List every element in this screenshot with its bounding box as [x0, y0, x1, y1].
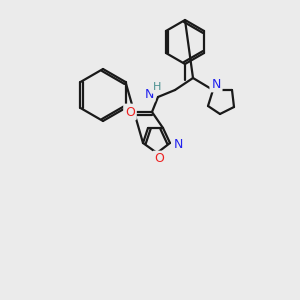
Text: O: O: [154, 152, 164, 166]
Text: N: N: [173, 139, 183, 152]
Text: O: O: [125, 106, 135, 118]
Text: N: N: [144, 88, 154, 100]
Text: H: H: [153, 82, 161, 92]
Text: N: N: [211, 77, 221, 91]
